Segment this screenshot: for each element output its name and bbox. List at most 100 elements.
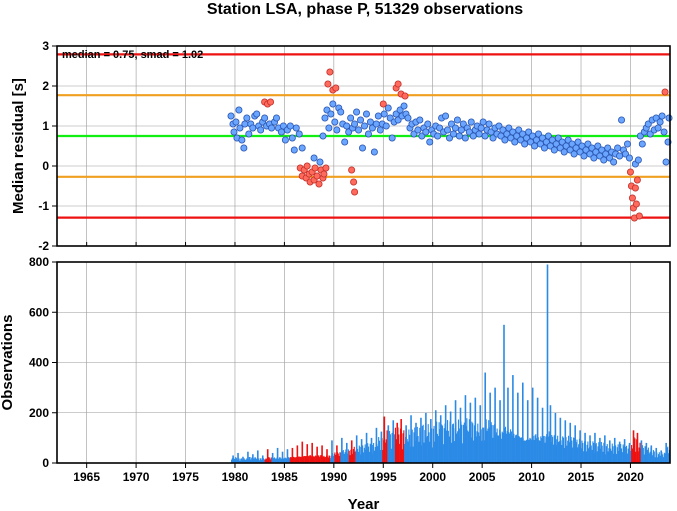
observation-bar-fill — [446, 420, 449, 463]
observation-bar — [564, 420, 567, 463]
residual-point — [560, 148, 568, 156]
residual-point — [426, 138, 434, 146]
residual-point — [485, 120, 493, 128]
observation-bar — [370, 437, 373, 463]
y-tick-label: 1 — [42, 119, 49, 133]
observation-bar-fill — [638, 447, 640, 463]
observation-bar-fill — [617, 444, 619, 463]
observation-bar — [584, 432, 586, 463]
y-tick-label: 0 — [42, 456, 49, 470]
observation-bar-fill — [437, 436, 439, 463]
observation-bar-fill — [386, 430, 388, 463]
observation-bar-fill — [404, 443, 406, 463]
observation-bar-fill — [668, 453, 670, 463]
observation-bar-fill — [433, 425, 435, 463]
observation-bar — [387, 425, 390, 463]
outlier-point — [348, 166, 356, 174]
observation-bar-fill — [491, 425, 493, 463]
observation-bar-fill — [350, 449, 352, 463]
residual-point — [384, 104, 392, 112]
residual-point — [245, 130, 253, 138]
observation-bar — [650, 445, 653, 463]
observation-bar-fill — [642, 447, 644, 463]
observation-bar-fill — [394, 427, 396, 463]
y-tick-label: -1 — [38, 199, 49, 213]
observation-bar-fill — [612, 446, 614, 463]
observation-bar-fill — [270, 457, 272, 463]
observation-bar — [640, 440, 643, 463]
observation-bar-fill — [473, 425, 475, 463]
residual-point — [475, 130, 483, 138]
observation-bar-fill — [304, 455, 306, 463]
observation-bar-fill — [278, 458, 280, 463]
observation-bar — [579, 430, 581, 463]
outlier-observation-bar — [396, 422, 399, 463]
residual-point — [616, 152, 624, 160]
observation-bar-fill — [308, 456, 310, 463]
top-frame — [56, 45, 671, 247]
residual-point — [290, 146, 298, 154]
observation-bar-fill — [644, 446, 646, 463]
y-tick-label: 800 — [29, 255, 49, 269]
observation-bar-fill — [394, 434, 396, 463]
observation-bar-fill — [384, 442, 386, 463]
observation-bar-fill — [463, 422, 465, 463]
residual-point — [295, 130, 303, 138]
residual-point — [292, 124, 300, 132]
observation-bar-fill — [606, 444, 608, 463]
observation-bar-fill — [259, 458, 261, 463]
outlier-point — [322, 164, 330, 172]
residual-point — [634, 156, 642, 164]
observation-bar — [345, 442, 348, 463]
residual-point — [380, 110, 388, 118]
observation-bar-fill — [502, 432, 504, 463]
observation-bar-fill — [654, 457, 656, 463]
observation-bar-fill — [231, 459, 233, 463]
observation-bar — [541, 407, 544, 463]
observation-bar-fill — [238, 458, 240, 463]
observation-bar-fill — [413, 432, 415, 463]
residual-point — [658, 112, 666, 120]
outlier-observation-bar — [383, 416, 386, 463]
observation-bar-fill — [605, 446, 607, 463]
outlier-observation-bar — [266, 449, 269, 463]
residual-point — [376, 126, 384, 134]
observation-bar-fill — [541, 438, 543, 463]
outlier-observation-bar — [306, 444, 309, 463]
residual-point — [277, 128, 285, 136]
observation-bar-fill — [431, 447, 433, 463]
observation-bar — [489, 392, 491, 463]
observation-bar-fill — [652, 455, 654, 463]
observation-bar-fill — [274, 458, 276, 463]
observation-bar-fill — [510, 431, 512, 463]
observation-bar-fill — [256, 459, 258, 463]
observation-bar-fill — [552, 444, 554, 463]
outlier-observation-bar — [316, 446, 318, 463]
observation-bar — [439, 415, 442, 463]
observation-bar-fill — [241, 458, 243, 463]
residual-point — [288, 134, 296, 142]
observation-bar-fill — [352, 453, 354, 463]
observation-bar-fill — [635, 451, 637, 463]
observation-bar — [484, 372, 487, 463]
observation-bar-fill — [421, 426, 423, 463]
observation-bar-fill — [294, 457, 296, 463]
outlier-point — [628, 194, 636, 202]
outlier-observation-bar — [632, 430, 635, 463]
observation-bar-fill — [304, 456, 307, 463]
observation-bar-fill — [332, 455, 334, 463]
residual-point — [360, 122, 368, 130]
observation-bar-fill — [408, 429, 410, 463]
residual-point — [540, 144, 548, 152]
observation-bar-fill — [462, 443, 464, 463]
residual-point — [281, 136, 289, 144]
observation-bar-fill — [530, 438, 532, 463]
observation-bar-fill — [602, 451, 604, 463]
residual-point — [347, 114, 355, 122]
observation-bar-fill — [647, 447, 649, 463]
observation-bar-fill — [255, 458, 257, 463]
x-tick-label: 1995 — [370, 470, 397, 484]
observation-bar-fill — [374, 446, 376, 463]
observation-bar-fill — [339, 452, 341, 463]
residual-point — [372, 120, 380, 128]
